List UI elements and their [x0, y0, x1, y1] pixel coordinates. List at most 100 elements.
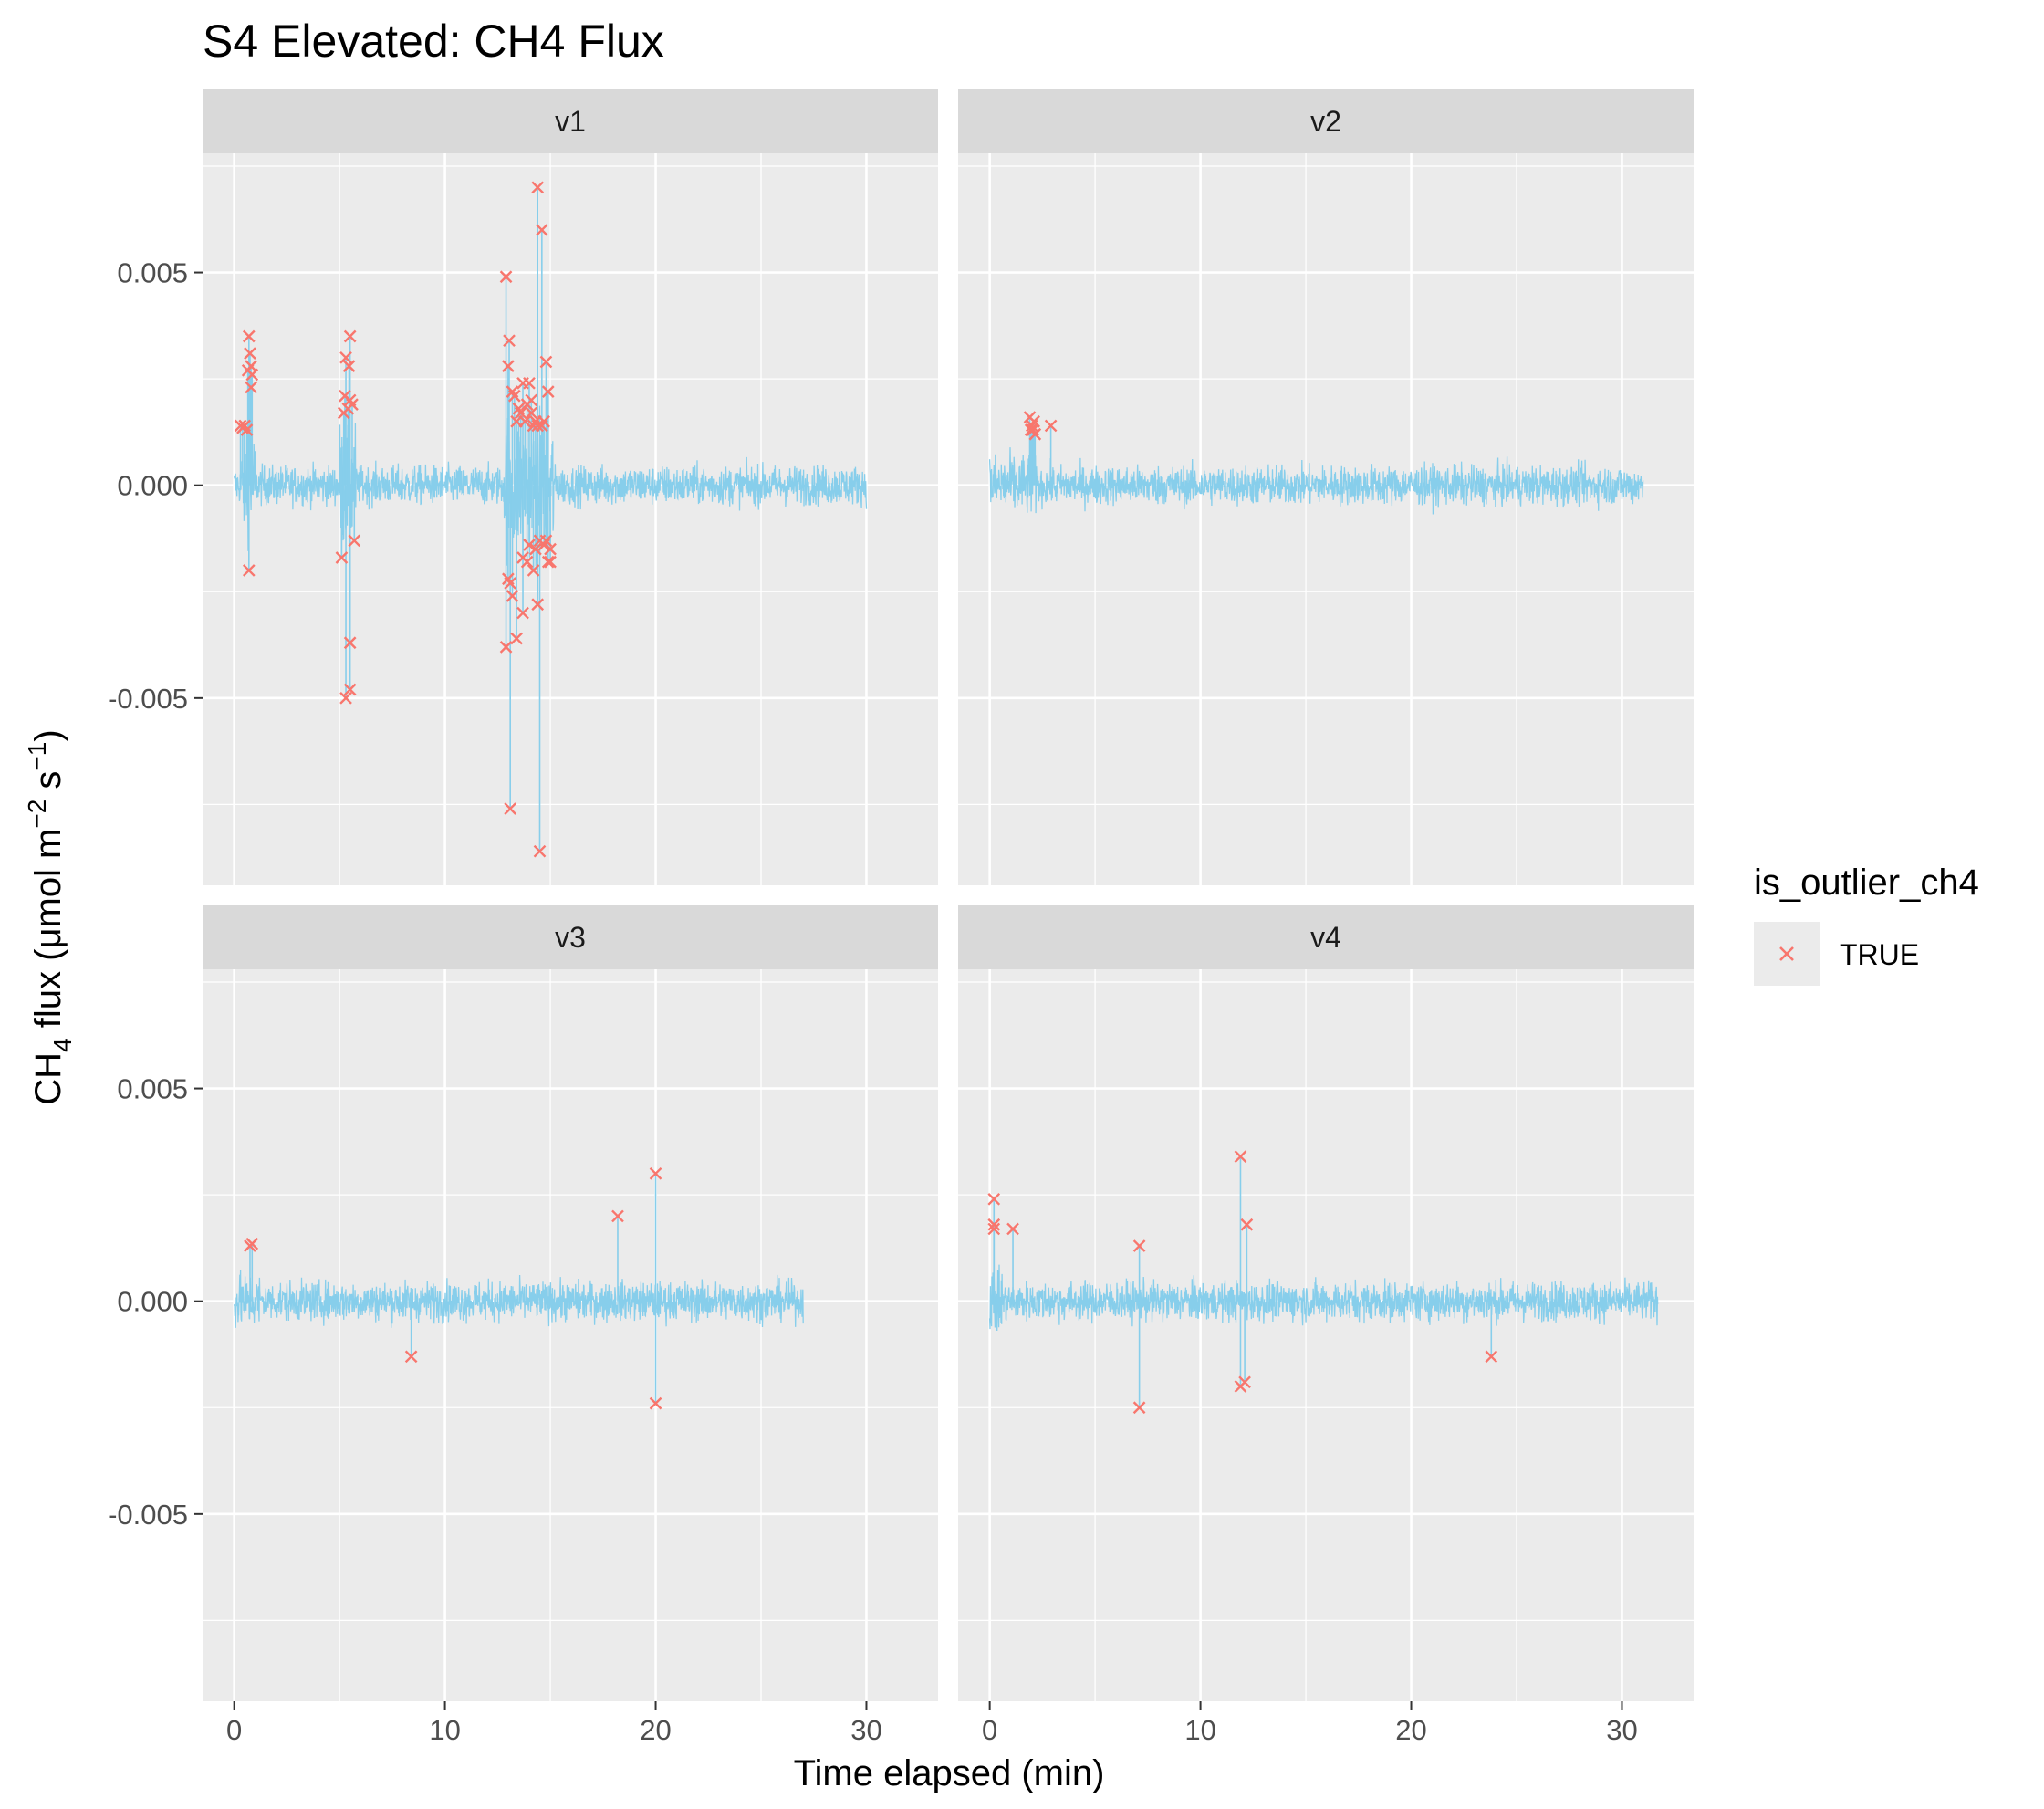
outlier-point: [541, 385, 555, 398]
facet-panel-v4: v4 0 10 20 30: [958, 905, 1694, 1746]
outlier-point: [535, 224, 548, 236]
outlier-point: [1132, 1401, 1146, 1415]
outlier-point: [539, 534, 553, 548]
outlier-point: [987, 1218, 1001, 1231]
outlier-point: [242, 564, 256, 577]
y-tick-label: 0.005: [117, 1073, 188, 1105]
x-tick-label: 0: [982, 1714, 997, 1746]
outlier-point: [537, 414, 550, 428]
facet-strip-label: v2: [1310, 105, 1341, 138]
outlier-point: [541, 555, 555, 569]
series-line-v4: [988, 1264, 1659, 1332]
outlier-point: [533, 844, 547, 858]
outlier-point: [245, 368, 259, 382]
x-axis-title: Time elapsed (min): [794, 1753, 1105, 1793]
facet-panel-v2: v2: [958, 89, 1694, 885]
outlier-point: [1485, 1350, 1498, 1364]
x-tick-label: 10: [429, 1714, 460, 1746]
x-tick-label: 20: [1395, 1714, 1426, 1746]
outlier-point: [506, 590, 519, 602]
outlier-point: [649, 1396, 662, 1410]
outlier-point: [339, 691, 352, 705]
outlier-point: [518, 414, 532, 428]
series-line-v1: [233, 405, 868, 567]
facet-panel-v3: v3 0 10 20 30 0.005 0.000 -0.005: [108, 905, 938, 1746]
panel-background: [958, 969, 1694, 1701]
outlier-point: [404, 1350, 418, 1364]
panel-background: [958, 153, 1694, 885]
outlier-point: [346, 398, 359, 411]
x-tick-label: 10: [1184, 1714, 1215, 1746]
outlier-point: [611, 1209, 624, 1223]
facet-strip: [958, 905, 1694, 969]
outlier-point: [244, 347, 256, 360]
outlier-point: [987, 1222, 1001, 1236]
outlier-point: [240, 423, 254, 436]
outlier-point: [1132, 1239, 1146, 1252]
outlier-point: [1238, 1375, 1251, 1389]
outlier-point: [544, 555, 557, 569]
outlier-point: [504, 577, 517, 590]
outlier-point: [245, 381, 257, 394]
series-line-v3: [233, 1270, 804, 1328]
outlier-point: [348, 534, 361, 548]
facet-strip: [203, 89, 938, 153]
facet-strip-label: v3: [555, 921, 586, 954]
outlier-point: [516, 606, 529, 620]
y-tick-label: 0.005: [117, 257, 188, 289]
outlier-point: [525, 406, 538, 420]
chart-title: S4 Elevated: CH4 Flux: [203, 16, 664, 67]
legend-entry-true: TRUE: [1840, 938, 1919, 971]
outlier-point: [1028, 427, 1042, 441]
outlier-point: [499, 270, 513, 284]
outlier-point: [1240, 1218, 1254, 1231]
x-tick-label: 30: [1606, 1714, 1637, 1746]
outlier-point: [523, 539, 536, 551]
outlier-point: [520, 555, 534, 569]
y-tick-label: 0.000: [117, 1286, 188, 1318]
outlier-point: [507, 389, 521, 403]
outlier-point: [343, 683, 357, 696]
facet-panel-v1: v1 0.005 0.000 -0.005: [108, 89, 938, 885]
outlier-point: [523, 376, 536, 390]
x-tick-label: 0: [226, 1714, 242, 1746]
y-tick-label: -0.005: [108, 683, 188, 715]
outlier-point: [544, 542, 557, 556]
outlier-point: [503, 334, 516, 348]
outlier-point: [335, 551, 349, 564]
outlier-point: [342, 360, 356, 372]
outlier-point: [525, 393, 538, 407]
outlier-point: [510, 632, 523, 645]
outlier-point: [1027, 414, 1040, 428]
panel-background: [203, 969, 938, 1701]
outlier-point: [649, 1166, 662, 1180]
outlier-point: [339, 350, 352, 364]
y-axis-title: CH4 flux (μmol m−2 s−1): [23, 729, 77, 1104]
legend: is_outlier_ch4 TRUE: [1754, 863, 1979, 986]
outlier-point: [514, 406, 527, 420]
outlier-point: [527, 564, 540, 577]
x-tick-label: 20: [640, 1714, 671, 1746]
legend-key-cross-icon: [1779, 946, 1794, 961]
outlier-point: [531, 181, 545, 194]
series-line-v2: [988, 447, 1644, 515]
outlier-point: [343, 636, 357, 650]
outlier-point: [245, 1237, 259, 1250]
outlier-point: [502, 360, 515, 372]
outlier-point: [1006, 1222, 1019, 1236]
outlier-point: [987, 1192, 1001, 1206]
outlier-point: [504, 802, 517, 815]
y-tick-label: -0.005: [108, 1499, 188, 1531]
outlier-point: [529, 542, 542, 556]
outlier-point: [1044, 419, 1058, 433]
x-tick-label: 30: [850, 1714, 881, 1746]
outlier-point: [343, 329, 357, 343]
outlier-point: [531, 419, 545, 433]
facet-strip: [958, 89, 1694, 153]
outlier-point: [531, 598, 545, 612]
outlier-point: [499, 641, 513, 654]
facet-panels: v1 0.005 0.000 -0.005 v2 v3 0 10 20 30 0.005 0.000 -…: [108, 89, 1694, 1746]
outlier-point: [242, 329, 256, 343]
outlier-point: [539, 355, 553, 369]
